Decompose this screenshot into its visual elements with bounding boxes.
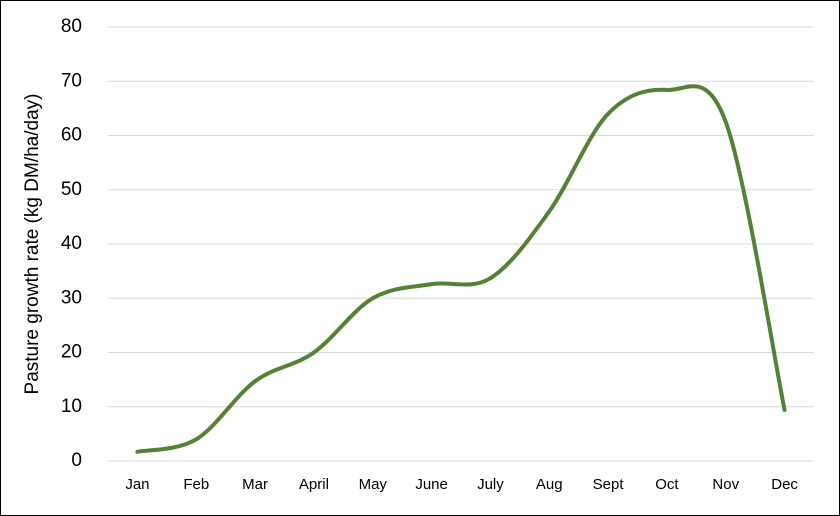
x-tick-label: Sept	[593, 476, 625, 493]
data-line	[135, 84, 787, 454]
y-tick-label: 60	[61, 125, 82, 146]
x-tick-label: Dec	[771, 476, 798, 493]
x-tick-label: Aug	[536, 476, 563, 493]
x-tick-label: Nov	[712, 476, 739, 493]
x-tick-label: June	[415, 476, 448, 493]
y-tick-label: 20	[61, 342, 82, 363]
x-tick-label: Jan	[125, 476, 149, 493]
y-tick-label: 50	[61, 179, 82, 200]
x-tick-label: July	[477, 476, 504, 493]
y-tick-label: 40	[61, 233, 82, 254]
y-tick-label: 80	[61, 16, 82, 37]
y-tick-label: 10	[61, 396, 82, 417]
x-tick-label: April	[299, 476, 329, 493]
y-axis-label: Pasture growth rate (kg DM/ha/day)	[22, 94, 43, 395]
y-tick-label: 70	[61, 70, 82, 91]
x-tick-label: May	[359, 476, 388, 493]
x-tick-label: Feb	[183, 476, 209, 493]
y-tick-label: 0	[71, 450, 82, 471]
y-tick-label: 30	[61, 287, 82, 308]
x-tick-label: Mar	[242, 476, 268, 493]
x-tick-label: Oct	[655, 476, 679, 493]
